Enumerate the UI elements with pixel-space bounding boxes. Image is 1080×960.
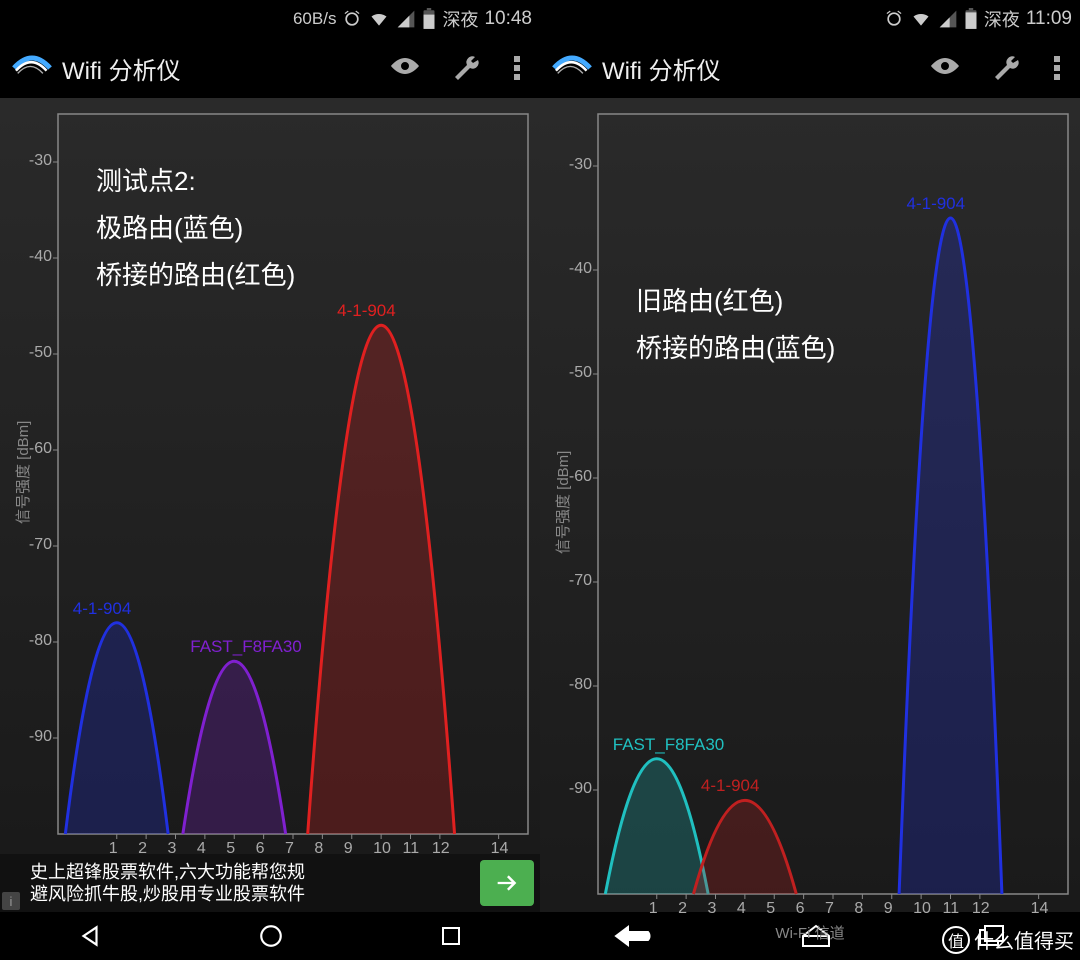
signal-icon	[396, 9, 416, 29]
recent-icon[interactable]	[439, 924, 463, 948]
wifi-icon	[910, 9, 932, 29]
alarm-icon	[884, 9, 904, 29]
x-tick: 5	[766, 900, 775, 918]
app-bar: Wifi 分析仪	[540, 38, 1080, 98]
x-tick: 3	[708, 900, 717, 918]
series-label: FAST_F8FA30	[613, 735, 725, 755]
x-tick: 10	[913, 900, 931, 918]
y-tick: -50	[29, 344, 52, 362]
wrench-icon[interactable]	[452, 54, 482, 82]
watermark-badge-icon: 值	[942, 926, 970, 954]
chart-annotation: 测试点2:极路由(蓝色)桥接的路由(红色)	[96, 158, 295, 298]
y-tick: -70	[569, 572, 592, 590]
y-axis-label: 信号强度 [dBm]	[12, 421, 33, 524]
menu-icon[interactable]	[1052, 54, 1062, 82]
app-title: Wifi 分析仪	[602, 51, 928, 86]
x-tick: 12	[972, 900, 990, 918]
home-icon[interactable]	[258, 923, 284, 949]
left-phone: 60B/s 深夜10:48 Wifi 分析仪 -30-40-50-60-70-8…	[0, 0, 540, 960]
x-tick: 1	[649, 900, 658, 918]
wrench-icon[interactable]	[992, 54, 1022, 82]
y-tick: -80	[569, 676, 592, 694]
eye-icon[interactable]	[928, 54, 962, 78]
x-tick: 4	[737, 900, 746, 918]
x-tick: 11	[943, 900, 960, 918]
ad-info-icon[interactable]: i	[2, 892, 20, 910]
series-label: FAST_F8FA30	[190, 637, 302, 657]
nav-bar	[0, 912, 540, 960]
chart-annotation: 旧路由(红色)桥接的路由(蓝色)	[636, 278, 835, 372]
app-bar: Wifi 分析仪	[0, 38, 540, 98]
watermark: 值 什么值得买	[942, 925, 1074, 954]
y-tick: -50	[569, 364, 592, 382]
series-label: 4-1-904	[337, 301, 396, 321]
y-axis-label: 信号强度 [dBm]	[552, 451, 573, 554]
x-tick: 9	[884, 900, 893, 918]
x-tick: 8	[854, 900, 863, 918]
app-logo-icon	[10, 46, 54, 90]
ad-go-button[interactable]	[480, 860, 534, 906]
status-time: 10:48	[484, 8, 532, 30]
y-tick: -80	[29, 632, 52, 650]
eye-icon[interactable]	[388, 54, 422, 78]
net-speed: 60B/s	[293, 9, 336, 29]
time-label: 深夜	[442, 6, 478, 32]
ad-banner[interactable]: i 史上超锋股票软件,六大功能帮您规 避风险抓牛股,炒股用专业股票软件	[0, 854, 540, 912]
series-label: 4-1-904	[701, 776, 760, 796]
status-bar: 深夜 11:09	[540, 0, 1080, 38]
series-label: 4-1-904	[73, 599, 132, 619]
y-tick: -90	[29, 728, 52, 746]
ad-text: 史上超锋股票软件,六大功能帮您规 避风险抓牛股,炒股用专业股票软件	[6, 861, 480, 906]
y-tick: -30	[569, 156, 592, 174]
right-phone: 深夜11:09 Wifi 分析仪 -30-40-50-60-70-80-9012…	[540, 0, 1080, 960]
wifi-icon	[368, 9, 390, 29]
chart-area-left: -30-40-50-60-70-80-9012345678910111214信号…	[0, 98, 540, 854]
y-tick: -70	[29, 536, 52, 554]
x-tick: 2	[678, 900, 687, 918]
time-label: 深夜	[984, 6, 1020, 32]
battery-icon	[422, 8, 436, 30]
x-tick: 6	[796, 900, 805, 918]
menu-icon[interactable]	[512, 54, 522, 82]
signal-icon	[938, 9, 958, 29]
status-time: 11:09	[1026, 8, 1072, 30]
x-tick: 14	[1031, 900, 1049, 918]
battery-icon	[964, 8, 978, 30]
alarm-icon	[342, 9, 362, 29]
chart-area-right: -30-40-50-60-70-80-9012345678910111214信号…	[540, 98, 1080, 912]
y-tick: -40	[29, 248, 52, 266]
y-tick: -40	[569, 260, 592, 278]
app-logo-icon	[550, 46, 594, 90]
app-title: Wifi 分析仪	[62, 51, 388, 86]
y-tick: -30	[29, 152, 52, 170]
y-tick: -90	[569, 780, 592, 798]
back-icon[interactable]	[77, 923, 103, 949]
status-bar: 60B/s 深夜 10:48	[0, 0, 540, 38]
series-label: 4-1-904	[907, 194, 966, 214]
watermark-text: 什么值得买	[974, 925, 1074, 954]
x-tick: 7	[825, 900, 834, 918]
